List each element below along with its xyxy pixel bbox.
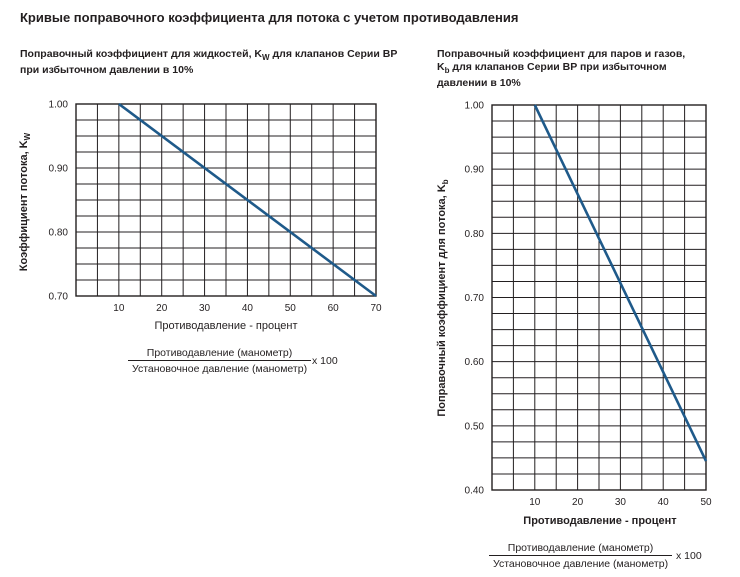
left-chart: 10 20 30 40 50 60 70 0.70 0.80 0.90 1.00 — [49, 100, 382, 315]
right-fraction-denominator: Установочное давление (манометр) — [493, 558, 669, 570]
right-chart-ylabel-text: Поправочный коэффициент для потока, K — [436, 184, 448, 416]
right-plot-frame — [491, 104, 707, 491]
left-x-tick-label: 40 — [242, 303, 254, 314]
left-fraction-denominator: Установочное давление (манометр) — [132, 363, 308, 375]
right-chart-title-sub: b — [444, 66, 450, 76]
right-y-tick-label: 0.40 — [465, 486, 485, 497]
right-fraction-numerator: Противодавление (манометр) — [489, 542, 673, 556]
left-x-tick-label: 20 — [156, 303, 168, 314]
right-chart-xlabel: Противодавление - процент — [523, 515, 677, 527]
left-fraction-numerator: Противодавление (манометр) — [128, 347, 312, 361]
right-series-line — [533, 104, 708, 462]
right-x-tick-label: 30 — [615, 497, 627, 508]
right-chart-title-rest: для клапанов Серии BP при избыточном — [449, 61, 667, 73]
left-x-tick-label: 60 — [328, 303, 340, 314]
left-chart-title-part2: для клапанов Серии BP при избыточном дав… — [20, 48, 398, 77]
left-plot-frame — [75, 103, 377, 297]
right-x-tick-label: 40 — [658, 497, 670, 508]
right-chart: 10 20 30 40 50 0.40 0.50 0.60 0.70 0.80 0.90 1.00 — [465, 101, 712, 509]
right-x-tick-label: 20 — [572, 497, 584, 508]
left-chart-ylabel-sub: W — [23, 132, 32, 140]
right-chart-title-line1: Поправочный коэффициент для паров и газо… — [437, 48, 686, 60]
left-x-tick-label: 30 — [199, 303, 211, 314]
left-chart-xlabel: Противодавление - процент — [154, 320, 297, 332]
right-y-tick-label: 0.80 — [465, 229, 485, 240]
left-fraction-multiplier: x 100 — [312, 355, 338, 367]
right-y-tick-label: 0.50 — [465, 421, 485, 432]
right-x-tick-label: 10 — [529, 497, 541, 508]
left-y-tick-label: 0.90 — [49, 164, 69, 175]
right-y-tick-label: 0.60 — [465, 357, 485, 368]
left-x-tick-label: 10 — [113, 303, 125, 314]
left-series-line — [118, 102, 377, 298]
right-chart-ylabel: Поправочный коэффициент для потока, Kb — [436, 179, 450, 416]
left-chart-title-part1: Поправочный коэффициент для жидкостей, K — [20, 48, 263, 60]
right-chart-title: Поправочный коэффициент для паров и газо… — [437, 48, 727, 90]
right-chart-title-line3: давлении в 10% — [437, 77, 521, 90]
right-chart-title-line2: Kb для клапанов Серии BP при избыточном — [437, 61, 727, 77]
right-y-tick-label: 1.00 — [465, 101, 485, 112]
right-chart-fraction: Противодавление (манометр) Установочное … — [489, 542, 673, 570]
right-fraction-multiplier: x 100 — [676, 550, 702, 562]
left-y-tick-label: 1.00 — [49, 100, 69, 111]
left-chart-title: Поправочный коэффициент для жидкостей, K… — [20, 48, 405, 77]
left-chart-fraction: Противодавление (манометр) Установочное … — [128, 347, 312, 375]
right-y-tick-label: 0.70 — [465, 293, 485, 304]
right-x-tick-label: 50 — [700, 497, 712, 508]
left-chart-ylabel-text: Коэффициент потока, K — [18, 140, 30, 271]
left-x-tick-label: 50 — [285, 303, 297, 314]
right-chart-ylabel-sub: b — [441, 179, 450, 184]
left-chart-ylabel: Коэффициент потока, KW — [18, 132, 32, 271]
left-y-tick-label: 0.70 — [49, 292, 69, 303]
left-x-tick-label: 70 — [370, 303, 382, 314]
left-chart-title-sub: W — [262, 53, 270, 63]
right-chart-title-k: K — [437, 61, 445, 73]
left-y-tick-label: 0.80 — [49, 228, 69, 239]
right-y-tick-label: 0.90 — [465, 165, 485, 176]
page-title: Кривые поправочного коэффициента для пот… — [20, 10, 519, 25]
